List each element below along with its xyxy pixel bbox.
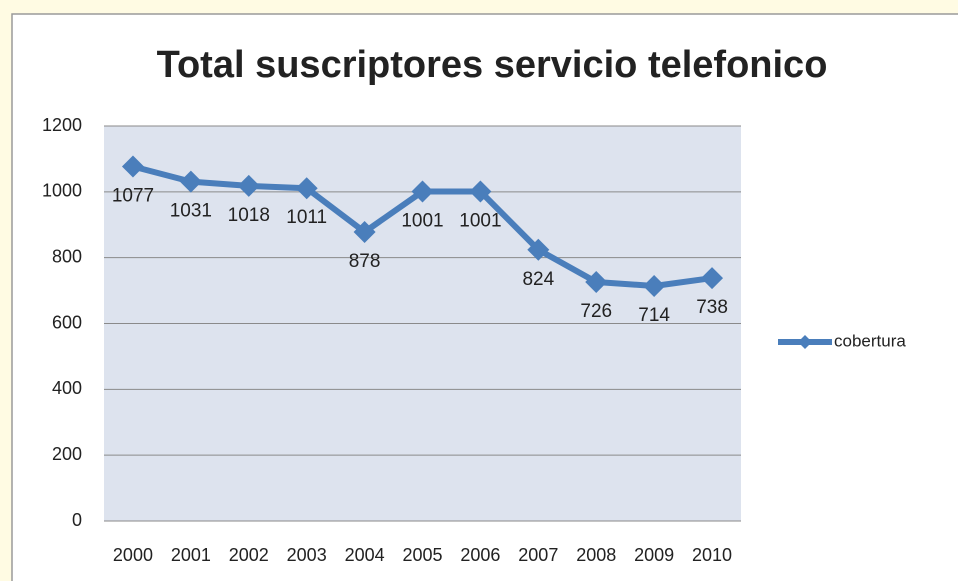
- legend-marker: [798, 335, 812, 349]
- data-point: [121, 155, 144, 178]
- x-tick-label: 2004: [345, 545, 385, 565]
- data-point: [353, 220, 376, 243]
- x-tick-label: 2002: [229, 545, 269, 565]
- data-label: 878: [349, 251, 381, 272]
- data-label: 1011: [286, 207, 327, 228]
- data-point: [701, 267, 724, 290]
- y-tick-label: 0: [72, 510, 82, 530]
- data-point: [179, 170, 202, 193]
- x-tick-label: 2010: [692, 545, 732, 565]
- data-label: 714: [638, 305, 670, 326]
- chart-title: Total suscriptores servicio telefonico: [157, 44, 828, 86]
- data-label: 1018: [228, 205, 270, 226]
- y-tick-label: 1000: [42, 181, 82, 201]
- y-tick-label: 800: [52, 246, 82, 266]
- data-label: 1001: [401, 211, 443, 232]
- data-point: [237, 174, 260, 197]
- x-tick-label: 2006: [460, 545, 500, 565]
- x-tick-label: 2008: [576, 545, 616, 565]
- x-tick-label: 2009: [634, 545, 674, 565]
- x-tick-label: 2005: [402, 545, 442, 565]
- data-point: [411, 180, 434, 203]
- data-point: [469, 180, 492, 203]
- data-point: [295, 177, 318, 200]
- data-label: 738: [696, 297, 728, 318]
- data-label: 824: [522, 269, 554, 290]
- y-tick-label: 200: [52, 444, 82, 464]
- data-point: [643, 274, 666, 297]
- y-tick-label: 1200: [42, 115, 82, 135]
- y-tick-label: 600: [52, 312, 82, 332]
- x-tick-label: 2000: [113, 545, 153, 565]
- data-point: [527, 238, 550, 261]
- data-label: 1077: [112, 186, 154, 207]
- data-label: 1031: [170, 201, 212, 222]
- x-tick-label: 2003: [287, 545, 327, 565]
- data-label: 726: [580, 301, 612, 322]
- x-tick-label: 2007: [518, 545, 558, 565]
- data-label: 1001: [459, 211, 501, 232]
- data-point: [585, 271, 608, 294]
- x-tick-label: 2001: [171, 545, 211, 565]
- y-tick-label: 400: [52, 378, 82, 398]
- legend-label: cobertura: [834, 331, 906, 350]
